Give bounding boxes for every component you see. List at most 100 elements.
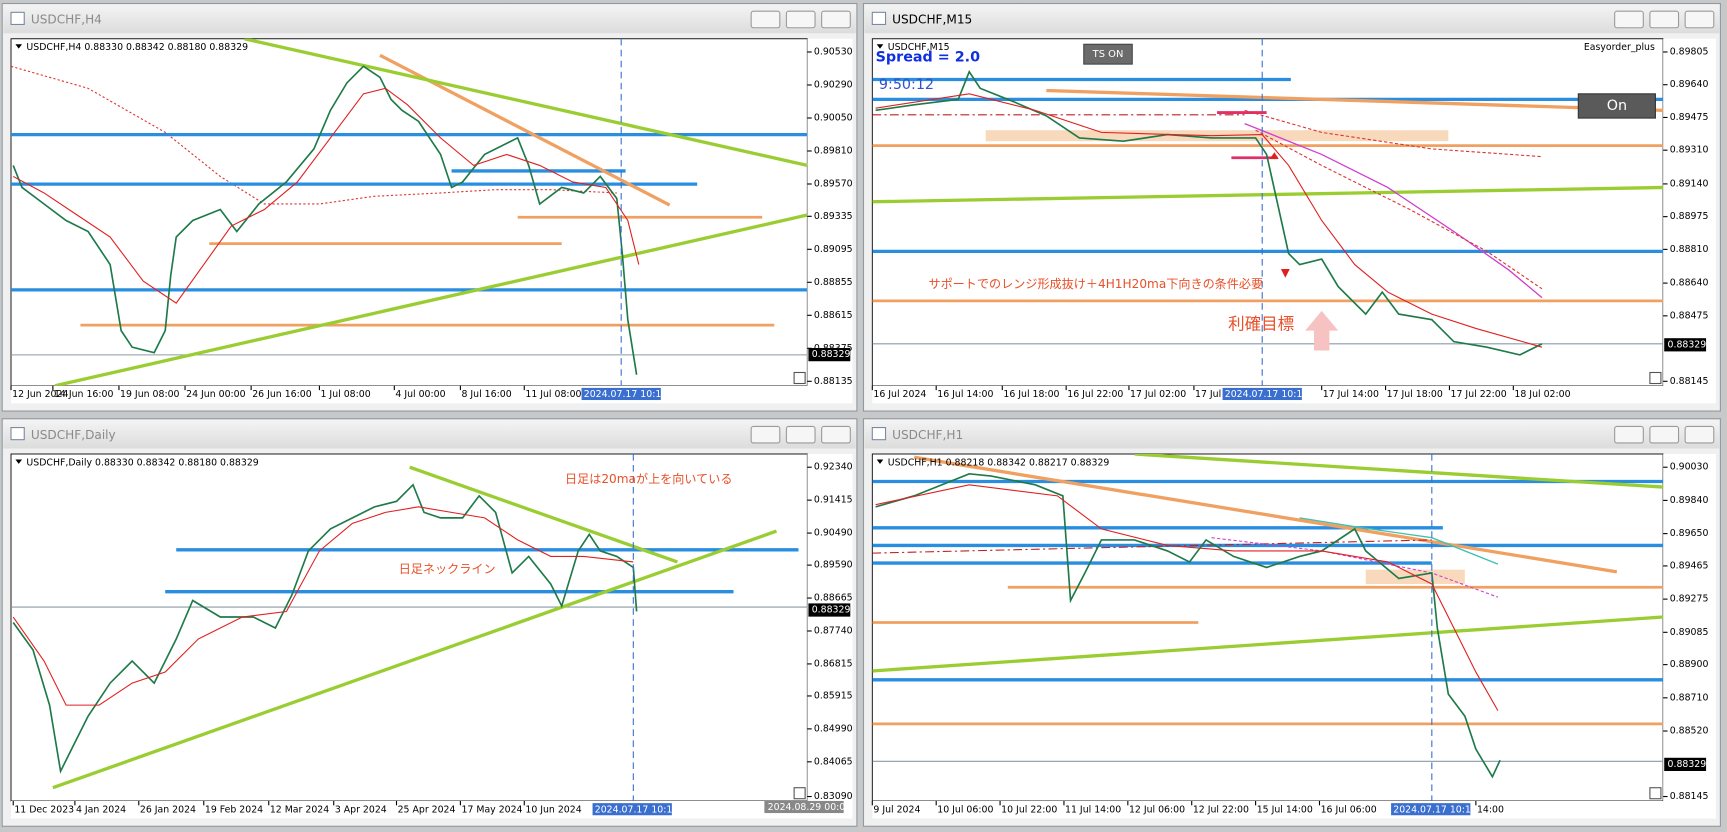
spread: Spread = 2.0 [876,49,980,65]
price-label: 0.89475 [1670,112,1709,123]
info-arrow [876,459,884,464]
info-arrow [15,44,23,49]
price-label: 0.89085 [1670,627,1709,638]
symbol-info: USDCHF,M15 [888,42,950,53]
price-label: 0.90030 [1670,462,1709,473]
time-label: 16 Jul 18:00 [1003,389,1059,400]
time-label: 10 Jul 06:00 [937,804,993,815]
price-label: 0.89640 [1670,79,1709,90]
ts-button[interactable] [1083,43,1133,65]
current-price-box [808,348,851,362]
title-bar [3,4,856,34]
annotation: 利確目標 [1228,315,1294,334]
m15-drawings [872,38,1664,386]
price-label: 0.88145 [1670,376,1709,387]
price-label: 0.90290 [814,79,853,90]
minimize-button[interactable] [1614,10,1644,29]
time-label: 12 Jul 06:00 [1129,804,1185,815]
current-price: 0.88329 [812,605,851,616]
maximize-button[interactable] [785,425,816,444]
time-label: 16 Jul 22:00 [1067,389,1123,400]
time-label: 11 Jul 14:00 [1065,804,1121,815]
end-time-box [764,800,844,814]
time-label: 15 Jul 14:00 [1257,804,1313,815]
price-label: 0.89570 [814,178,853,189]
time-label: 24 Jun 00:00 [186,389,246,400]
cursor-time: 2024.07.17 10:15 [584,389,668,400]
window-title: USDCHF,M15 [892,13,972,27]
plot-area [871,453,1664,802]
price-label: 0.88475 [1670,310,1709,321]
window-icon [10,427,25,441]
title-bar [3,419,856,449]
window-icon [871,427,887,441]
ts-button-label[interactable]: TS ON [1092,49,1124,60]
price-label: 0.86815 [814,658,853,669]
clock: 9:50:12 [879,77,934,93]
current-price-box [1664,757,1707,771]
price-label: 0.89335 [814,211,853,222]
window-title: USDCHF,Daily [31,428,116,442]
maximize-button[interactable] [1649,425,1680,444]
cursor-time-box [581,387,661,401]
annotation: サポートでのレンジ形成抜け＋4H1H20ma下向きの条件必要 [928,276,1263,291]
price-label: 0.91415 [814,495,853,506]
on-button[interactable] [1577,93,1656,119]
price-label: 0.89650 [1670,528,1709,539]
close-button[interactable] [1684,10,1715,29]
price-label: 0.88810 [1670,244,1709,255]
time-label: 18 Jul 02:00 [1514,389,1570,400]
time-label: 10 Jun 2024 [525,804,581,815]
scroll-box [793,371,806,385]
time-label: 11 Dec 2023 [14,804,74,815]
price-label: 0.90530 [814,46,853,57]
price-label: 0.88135 [814,376,853,387]
on-button-label[interactable]: On [1607,98,1627,114]
minimize-button[interactable] [750,425,781,444]
maximize-button[interactable] [785,10,816,29]
price-label: 0.92340 [814,462,853,473]
window-title: USDCHF,H1 [892,428,963,442]
close-button[interactable] [821,10,851,29]
price-label: 0.88900 [1670,659,1709,670]
price-label: 0.88665 [814,593,853,604]
time-label: 12 Mar 2024 [270,804,329,815]
time-label: 11 Jul 08:00 [525,389,581,400]
time-label: 16 Jul 14:00 [937,389,993,400]
time-label: 17 Jul [1195,389,1221,400]
ea-name: Easyorder_plus [1584,42,1655,53]
time-label: 26 Jun 16:00 [252,389,312,400]
time-label: 14 Jun 16:00 [54,389,114,400]
close-button[interactable] [821,425,851,444]
info-arrow [876,44,884,49]
title-bar [864,419,1720,449]
plot-area [871,38,1664,387]
time-label: 12 Jul 22:00 [1193,804,1249,815]
price-label: 0.89840 [1670,495,1709,506]
time-label: 17 May 2024 [461,804,522,815]
daily-drawings [11,453,808,801]
minimize-button[interactable] [1614,425,1644,444]
cursor-time-box [592,803,672,816]
end-time: 2024.08.29 00:00 [768,802,852,813]
h4-drawings [11,38,808,386]
time-label: 4 Jul 00:00 [395,389,445,400]
maximize-button[interactable] [1649,10,1680,29]
price-label: 0.89095 [814,244,853,255]
axis-area [807,453,853,819]
time-label: 19 Feb 2024 [205,804,263,815]
info-arrow [15,459,23,464]
minimize-button[interactable] [750,10,781,29]
time-label: 14:00 [1477,804,1504,815]
time-label: 17 Jul 18:00 [1387,389,1443,400]
current-price-box [1664,338,1707,352]
window-icon [10,11,25,26]
price-label: 0.84065 [814,756,853,767]
time-label: 3 Apr 2024 [335,804,387,815]
close-button[interactable] [1684,425,1715,444]
price-label: 0.88520 [1670,726,1709,737]
cursor-time-box [1391,803,1471,816]
time-label: 8 Jul 16:00 [461,389,511,400]
price-label: 0.89275 [1670,594,1709,605]
